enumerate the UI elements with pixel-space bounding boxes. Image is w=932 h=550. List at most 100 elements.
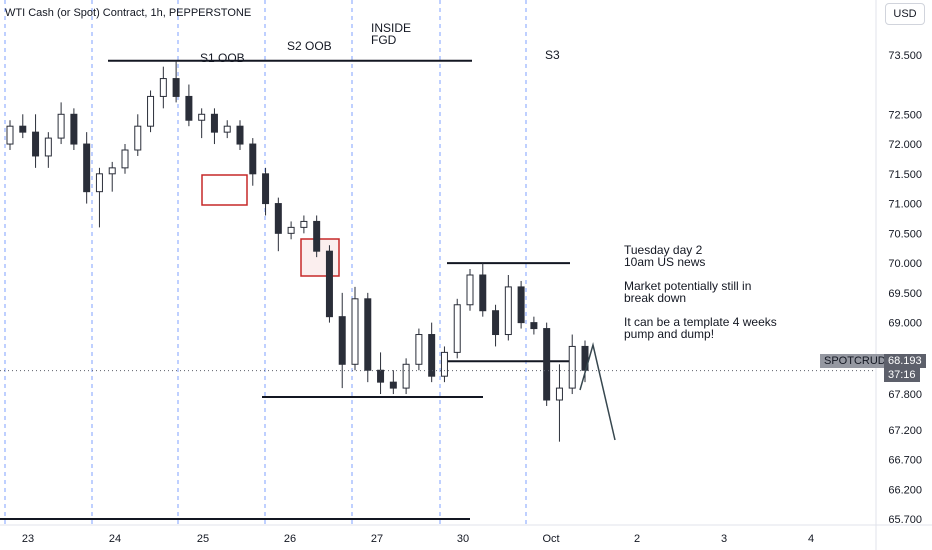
candle-body <box>568 345 576 389</box>
x-tick-label: 27 <box>371 533 383 545</box>
x-tick-label: 4 <box>808 533 814 545</box>
y-tick-label: 73.500 <box>888 50 922 62</box>
candle-body <box>479 274 487 312</box>
candle <box>581 340 589 383</box>
y-tick-label: 72.000 <box>888 139 922 151</box>
label-s2: S2 OOB <box>287 39 332 53</box>
x-tick-label: 30 <box>457 533 469 545</box>
candle <box>70 108 78 150</box>
candle <box>351 286 359 371</box>
y-tick-label: 67.200 <box>888 425 922 437</box>
candle-body <box>108 167 116 175</box>
candle-body <box>415 334 423 365</box>
candle-body <box>313 220 321 252</box>
candle-body <box>466 274 474 306</box>
candle-body <box>236 125 244 145</box>
candle-body <box>517 286 525 324</box>
candle <box>19 114 27 139</box>
label-s3: S3 <box>545 48 560 62</box>
candle-body <box>32 131 40 157</box>
candle-body <box>83 143 91 193</box>
candle <box>338 292 346 389</box>
candle <box>364 292 372 383</box>
candle-body <box>389 381 397 389</box>
candle <box>236 120 244 150</box>
candle <box>44 132 52 168</box>
candle-body <box>543 328 551 401</box>
y-tick-label: 65.700 <box>888 514 922 526</box>
candle-body <box>338 316 346 365</box>
y-tick-label: 66.200 <box>888 484 922 496</box>
candle <box>262 167 270 216</box>
candle <box>172 60 180 103</box>
y-tick-label: 71.500 <box>888 169 922 181</box>
candle-body <box>453 304 461 353</box>
y-tick-label: 72.500 <box>888 109 922 121</box>
candle <box>32 114 40 168</box>
candle-body <box>262 173 270 205</box>
candle <box>57 102 65 145</box>
candle-body <box>210 113 218 133</box>
candle-body <box>185 95 193 121</box>
candle-body <box>555 387 563 401</box>
candle <box>313 215 321 258</box>
candle-body <box>325 250 333 318</box>
candle-body <box>249 143 257 175</box>
candle-body <box>274 203 282 234</box>
x-tick-label: 26 <box>284 533 296 545</box>
zone-box <box>201 174 248 206</box>
x-tick-label: 2 <box>634 533 640 545</box>
candle <box>121 144 129 174</box>
candle <box>325 245 333 323</box>
candle <box>287 221 295 240</box>
candle <box>198 108 206 139</box>
candle-body <box>287 226 295 234</box>
candle <box>134 114 142 156</box>
candle <box>147 90 155 133</box>
candle <box>83 132 91 204</box>
y-tick-label: 70.000 <box>888 258 922 270</box>
candle-body <box>70 113 78 145</box>
candle <box>428 322 436 383</box>
candle <box>402 358 410 395</box>
label-inside-fgd: INSIDE FGD <box>371 21 412 47</box>
candle <box>274 197 282 252</box>
candle <box>492 304 500 347</box>
currency-button[interactable]: USD <box>885 3 925 25</box>
candle-body <box>402 363 410 389</box>
candle <box>453 298 461 359</box>
y-tick-label: 66.700 <box>888 455 922 467</box>
symbol-badge: SPOTCRUDE <box>820 354 898 368</box>
candle-body <box>492 310 500 336</box>
candle <box>555 364 563 442</box>
countdown-badge: 37:16 <box>884 368 920 382</box>
x-tick-label: Oct <box>542 533 559 545</box>
candle <box>466 269 474 311</box>
candle <box>249 138 257 186</box>
candle <box>517 280 525 329</box>
candle-body <box>147 95 155 127</box>
candle-body <box>530 322 538 330</box>
candle-body <box>57 113 65 139</box>
candle-body <box>300 220 308 228</box>
candle <box>185 84 193 127</box>
candle-body <box>223 125 231 133</box>
candle-body <box>134 125 142 151</box>
candle <box>530 316 538 335</box>
y-tick-label: 67.800 <box>888 389 922 401</box>
candle <box>108 161 116 192</box>
candle-body <box>198 113 206 121</box>
candle-body <box>44 137 52 157</box>
candle-body <box>19 125 27 133</box>
x-tick-label: 23 <box>22 533 34 545</box>
y-tick-label: 70.500 <box>888 228 922 240</box>
candle <box>479 263 487 317</box>
candle <box>210 108 218 145</box>
candle-body <box>172 78 180 97</box>
candle <box>415 328 423 371</box>
candle <box>504 275 512 341</box>
x-tick-label: 3 <box>721 533 727 545</box>
chart-title: WTI Cash (or Spot) Contract, 1h, PEPPERS… <box>5 7 252 19</box>
projection-line <box>579 342 616 441</box>
